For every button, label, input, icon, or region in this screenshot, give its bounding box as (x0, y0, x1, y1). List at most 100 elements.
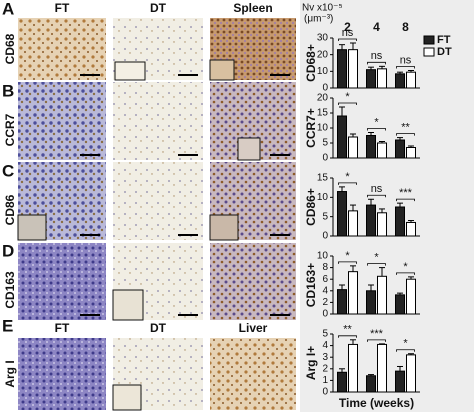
significance-bracket (396, 66, 415, 69)
significance-bracket (396, 349, 415, 352)
significance-label: *** (370, 328, 384, 340)
row-label: CD163 (3, 271, 17, 309)
y-tick-label: 6 (322, 274, 328, 285)
significance-bracket (367, 61, 386, 65)
bar (395, 370, 405, 393)
bar (337, 49, 347, 89)
y-tick-label: 15 (317, 173, 329, 184)
bar (348, 49, 358, 89)
bar (366, 135, 376, 159)
significance-bracket (338, 102, 357, 105)
significance-bracket (338, 335, 357, 338)
y-tick-label: 8 (322, 262, 328, 273)
y-tick-label: 2 (322, 363, 328, 374)
legend-swatch (423, 35, 435, 45)
significance-label: * (345, 250, 350, 262)
y-tick-label: 0 (322, 83, 328, 94)
row-label: CD86 (3, 194, 17, 225)
y-tick-label: 20 (317, 93, 329, 104)
bar (395, 294, 405, 315)
x-category-label: 2 (344, 20, 351, 34)
inset (112, 289, 144, 321)
bar (377, 212, 387, 237)
y-tick-label: 10 (317, 123, 329, 134)
significance-label: ** (401, 122, 410, 134)
y-tick-label: 5 (322, 329, 328, 340)
column-header: DT (150, 321, 167, 335)
legend-label: FT (437, 34, 451, 46)
y-tick-label: 0 (322, 231, 328, 242)
significance-bracket (396, 198, 415, 202)
inset (114, 61, 146, 81)
bar (366, 204, 376, 237)
y-axis-title: CCR7+ (304, 108, 318, 148)
panel-letter: B (2, 81, 14, 100)
unit-header: Nv x10⁻⁵ (302, 3, 343, 14)
row-label: CD68 (3, 33, 17, 64)
bar (348, 136, 358, 159)
row-label: CCR7 (3, 113, 17, 146)
bar (366, 290, 376, 315)
x-axis-title: Time (weeks) (339, 396, 414, 410)
micrographs (17, 18, 296, 411)
bar (337, 371, 347, 393)
significance-bracket (338, 182, 357, 185)
x-category-label: 8 (402, 20, 409, 34)
significance-bracket (367, 263, 386, 266)
significance-bracket (396, 272, 415, 275)
significance-label: ns (371, 183, 383, 195)
significance-label: *** (399, 187, 413, 199)
inset (237, 137, 261, 161)
column-header: Liver (239, 321, 268, 335)
panel-letter: D (2, 241, 14, 260)
bar (337, 289, 347, 315)
significance-label: * (374, 252, 379, 264)
micrograph (18, 338, 106, 410)
bar (337, 115, 347, 159)
panel-letter: E (2, 316, 13, 335)
bar (377, 142, 387, 159)
bar (395, 139, 405, 159)
bar (406, 71, 416, 89)
bar (377, 343, 387, 393)
significance-label: * (403, 338, 408, 350)
y-tick-label: 10 (317, 192, 329, 203)
y-tick-label: 5 (322, 138, 328, 149)
significance-label: * (374, 116, 379, 128)
y-tick-label: 4 (322, 285, 328, 296)
bar (406, 354, 416, 393)
y-tick-label: 5 (322, 211, 328, 222)
significance-label: ** (343, 324, 352, 336)
significance-label: * (403, 261, 408, 273)
significance-bracket (367, 194, 386, 198)
y-axis-title: Arg I+ (304, 346, 318, 380)
bar (348, 271, 358, 315)
significance-label: ns (400, 54, 412, 66)
significance-label: * (345, 171, 350, 183)
micrograph (113, 162, 203, 240)
panel-letter: C (2, 161, 14, 180)
y-axis-title: CD163+ (304, 263, 318, 307)
y-tick-label: 0 (322, 387, 328, 398)
bar (366, 69, 376, 89)
y-tick-label: 20 (317, 49, 329, 60)
y-tick-label: 0 (322, 153, 328, 164)
y-tick-label: 10 (317, 66, 329, 77)
micrograph (113, 82, 203, 160)
y-tick-label: 1 (322, 375, 328, 386)
bar (348, 210, 358, 237)
significance-bracket (396, 133, 415, 136)
y-tick-label: 0 (322, 309, 328, 320)
significance-label: ns (371, 50, 383, 62)
micrograph (18, 18, 106, 80)
row-label: Arg I (3, 360, 17, 387)
bar (337, 191, 347, 237)
bar (406, 147, 416, 159)
y-axis-title: CD86+ (304, 188, 318, 226)
inset (209, 214, 239, 241)
column-header: DT (150, 1, 167, 15)
column-header: FT (55, 321, 70, 335)
micrograph (18, 82, 106, 160)
y-tick-label: 2 (322, 297, 328, 308)
